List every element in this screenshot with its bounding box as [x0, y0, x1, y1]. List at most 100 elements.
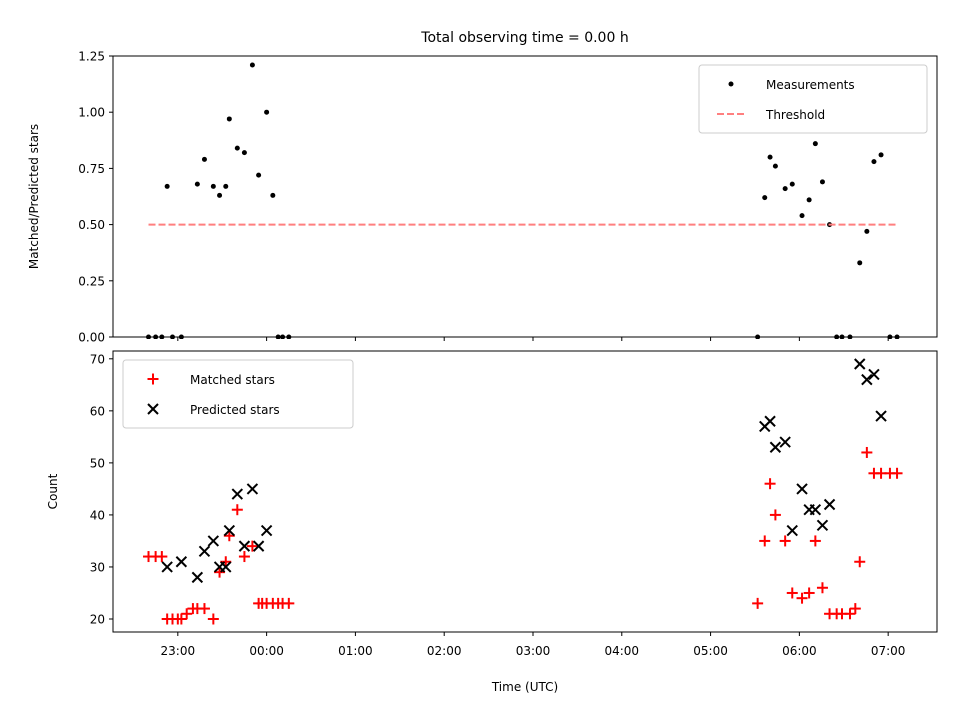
predicted-stars-marker	[764, 415, 776, 427]
matched-stars-marker	[759, 535, 771, 547]
matched-stars-marker	[223, 530, 235, 542]
predicted-stars-marker	[207, 535, 220, 547]
matched-stars-marker	[156, 551, 168, 563]
measurements-point	[789, 181, 795, 187]
measurements-point	[223, 183, 229, 189]
predicted-stars-marker	[260, 524, 273, 537]
legend-box	[698, 64, 928, 134]
predicted-stars-marker	[868, 368, 880, 381]
x-tick-label: 23:00	[161, 644, 196, 658]
ratio-subplot: 0.00 0.25 0.50 0.75 1.00 1.25 Matched/Predicte…	[27, 30, 938, 345]
predicted-stars-marker	[252, 540, 265, 552]
matched-stars-marker	[220, 556, 232, 568]
measurements-point	[201, 156, 207, 162]
matched-stars-marker	[779, 535, 791, 547]
y-axis-label: Count	[46, 473, 60, 509]
plot-frame	[112, 350, 938, 633]
matched-stars-marker	[809, 535, 821, 547]
legend-label: Matched stars	[190, 373, 275, 387]
legend-box	[122, 359, 354, 429]
matched-stars-marker	[198, 603, 210, 615]
legend-x-icon	[147, 403, 159, 415]
x-tick-label: 01:00	[338, 644, 373, 658]
measurements-point	[164, 183, 170, 189]
x-tick-label: 04:00	[604, 644, 639, 658]
matched-stars-marker	[769, 509, 781, 521]
measurements-point	[264, 109, 270, 115]
predicted-stars-marker	[238, 540, 251, 552]
y-tick-label: 0.25	[78, 274, 105, 288]
legend-label: Predicted stars	[190, 403, 280, 417]
predicted-stars-marker	[220, 561, 232, 573]
matched-stars-marker	[844, 608, 856, 620]
predicted-stars-marker	[779, 436, 791, 448]
matched-stars-marker	[764, 478, 776, 490]
y-tick-label: 0.75	[78, 162, 105, 176]
matched-stars-marker	[891, 467, 903, 479]
predicted-stars-marker	[854, 358, 866, 370]
measurements-point	[194, 181, 200, 187]
matched-stars-marker	[849, 603, 861, 615]
measurements-point	[799, 213, 805, 219]
measurements-point	[270, 192, 276, 198]
measurements-point	[234, 145, 240, 151]
legend-point-icon	[728, 81, 734, 87]
y-tick-label: 0.00	[78, 331, 105, 345]
legend-label: Threshold	[765, 108, 825, 122]
matched-stars-marker	[796, 592, 808, 604]
measurements-point	[249, 62, 255, 68]
x-tick-label: 02:00	[427, 644, 462, 658]
measurements-point	[871, 159, 877, 165]
measurements-point	[782, 186, 788, 192]
y-tick-label: 20	[90, 612, 105, 626]
matched-stars-marker	[214, 566, 226, 578]
measurements-point	[819, 179, 825, 185]
matched-stars-marker	[231, 504, 243, 516]
measurements-point	[210, 183, 216, 189]
predicted-stars-marker	[809, 504, 822, 516]
matched-stars-marker	[803, 587, 815, 599]
predicted-stars-marker	[191, 571, 204, 584]
measurements-point	[878, 152, 884, 158]
y-tick-label: 60	[90, 404, 105, 418]
predicted-stars-marker	[246, 483, 259, 495]
y-tick-label: 40	[90, 508, 105, 522]
y-axis-label: Matched/Predicted stars	[27, 124, 41, 269]
legend: Matched stars Predicted stars	[122, 359, 354, 429]
y-tick-label: 70	[90, 352, 105, 366]
matched-stars-marker	[283, 597, 295, 609]
matched-stars-marker	[854, 556, 866, 568]
predicted-stars-marker	[223, 524, 236, 537]
measurements-point	[241, 150, 247, 156]
x-tick-label: 00:00	[249, 644, 284, 658]
chart-title: Total observing time = 0.00 h	[420, 30, 628, 46]
y-tick-label: 0.50	[78, 218, 105, 232]
measurements-point	[217, 192, 223, 198]
measurements-point	[256, 172, 262, 178]
y-tick-label: 50	[90, 456, 105, 470]
legend: Measurements Threshold	[698, 64, 928, 134]
measurements-point	[772, 163, 778, 169]
measurements-point	[812, 141, 818, 147]
matched-stars-marker	[175, 613, 187, 625]
legend-plus-icon	[147, 373, 159, 385]
measurements-point	[762, 195, 768, 201]
matched-stars-marker	[207, 613, 219, 625]
matched-stars-marker	[181, 608, 193, 620]
y-tick-label: 30	[90, 560, 105, 574]
count-subplot: 20 30 40 50 60 70 23:00 00:00 01:00 02:00 03:00 04:…	[46, 350, 938, 694]
predicted-stars-marker	[769, 441, 782, 453]
predicted-stars-marker	[816, 519, 829, 532]
predicted-stars-marker	[823, 498, 836, 511]
measurements-point	[806, 197, 812, 203]
measurements-point	[767, 154, 773, 160]
data-area	[143, 358, 903, 625]
predicted-stars-marker	[875, 410, 887, 422]
predicted-stars-marker	[861, 373, 873, 386]
y-tick-label: 1.25	[78, 50, 105, 64]
predicted-stars-marker	[198, 545, 211, 558]
predicted-stars-marker	[161, 561, 173, 573]
predicted-stars-marker	[231, 488, 244, 500]
matched-stars-marker	[752, 597, 764, 609]
